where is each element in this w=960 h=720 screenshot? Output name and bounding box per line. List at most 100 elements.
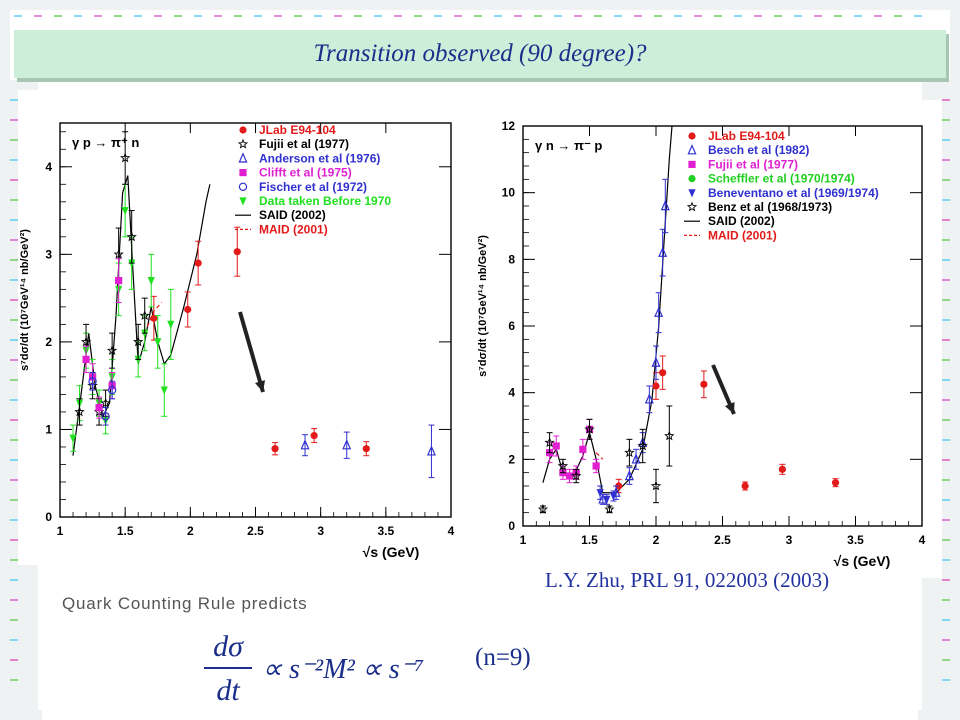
plot-frame [59, 122, 452, 518]
data-point [544, 437, 555, 448]
left-transition-arrow-shaft [238, 311, 265, 393]
data-point [100, 397, 111, 408]
data-point [233, 248, 241, 256]
curve-said-2002- [72, 175, 211, 456]
data-point [579, 445, 587, 453]
series-anderson-et-al-1976- [300, 424, 436, 479]
x-tick-label: 3 [317, 524, 324, 538]
x-tick-label: 1 [520, 533, 527, 547]
slide-title: Transition observed (90 degree)? [313, 40, 647, 67]
data-point [660, 199, 670, 211]
data-point [150, 314, 158, 322]
data-point [95, 403, 103, 412]
data-point [426, 445, 436, 456]
x-tick-label: 3.5 [377, 524, 394, 538]
data-point [688, 175, 696, 183]
data-point [637, 440, 648, 451]
reaction-label: γ n → π⁻ p [535, 138, 602, 153]
data-point [552, 442, 560, 450]
data-point [650, 480, 662, 491]
x-tick-label: 4 [448, 524, 455, 538]
data-point [624, 447, 635, 458]
data-point [624, 469, 634, 481]
left-transition-arrow-head [254, 380, 266, 392]
data-point [88, 377, 97, 386]
x-tick-label: 3.5 [847, 533, 864, 547]
x-axis-label: √s (GeV) [834, 553, 891, 569]
quark-counting-label: Quark Counting Rule predicts [62, 594, 308, 613]
data-point [611, 486, 621, 497]
legend-label: Fujii et al (1977) [708, 157, 798, 171]
x-tick-label: 1.5 [581, 533, 598, 547]
formula-numerator: dσ [213, 630, 244, 663]
data-point [300, 439, 310, 450]
x-tick-label: 2.5 [247, 524, 264, 538]
data-point [119, 152, 131, 163]
data-point [688, 132, 696, 140]
legend-label: JLab E94-104 [259, 123, 336, 137]
data-point [557, 460, 569, 471]
legend-label: Anderson et al (1976) [259, 151, 380, 165]
legend-label: Fischer et al (1972) [259, 180, 367, 194]
y-tick-label: 0 [508, 519, 515, 533]
n-value: (n=9) [475, 644, 531, 671]
y-tick-label: 0 [45, 510, 52, 524]
series-data-taken-before-1970 [69, 183, 175, 452]
series-jlab-e94-104 [615, 355, 840, 494]
data-point [659, 369, 667, 377]
x-tick-label: 2 [187, 524, 194, 538]
formula-denominator: dt [216, 674, 240, 707]
y-tick-label: 2 [508, 452, 515, 466]
data-point [604, 503, 615, 514]
x-tick-label: 4 [919, 533, 926, 547]
x-tick-label: 1.5 [117, 524, 134, 538]
y-tick-label: 8 [508, 252, 515, 266]
formula: dσ dt ∝ s⁻²M² ∝ s⁻⁷ [204, 630, 424, 707]
border-strip [0, 0, 960, 10]
data-point [69, 434, 77, 443]
data-point [584, 423, 595, 434]
x-tick-label: 2 [653, 533, 660, 547]
legend-label: MAID (2001) [259, 222, 328, 236]
data-point [154, 338, 162, 347]
y-axis-label: s⁷dσ/dt (10⁷GeV¹⁴ nb/GeV²) [477, 235, 489, 377]
y-axis-label: s⁷dσ/dt (10⁷GeV¹⁴ nb/GeV²) [19, 229, 31, 371]
right-chart-panel: 1 1.5 2 2.5 3 3.5 4 0 2 4 6 8 10 12 √s (GeV) s⁷dσ/dt (1… [472, 100, 942, 578]
data-point [271, 445, 279, 453]
formula-rhs: ∝ s⁻²M² ∝ s⁻⁷ [262, 654, 424, 685]
data-point [194, 259, 202, 267]
data-point [664, 430, 675, 441]
data-point [113, 248, 124, 259]
data-point [831, 479, 840, 487]
data-point [362, 445, 370, 453]
data-point [592, 462, 600, 470]
data-point [82, 355, 90, 363]
y-tick-label: 4 [45, 160, 52, 174]
data-point [132, 336, 144, 347]
data-point [687, 144, 697, 155]
y-tick-label: 4 [508, 386, 515, 400]
y-tick-label: 3 [45, 247, 52, 261]
legend-label: Besch et al (1982) [708, 143, 809, 157]
data-point [644, 393, 654, 404]
data-point [128, 259, 136, 268]
data-point [184, 305, 192, 314]
legend-label: Data taken Before 1970 [259, 194, 391, 208]
data-point [686, 201, 698, 212]
data-point [565, 472, 574, 480]
reaction-label: γ p → π⁺ n [72, 135, 139, 150]
legend-label: SAID (2002) [708, 214, 775, 228]
data-point [700, 380, 708, 388]
legend-label: Clifft et al (1975) [259, 166, 352, 180]
title-bar: Transition observed (90 degree)? [14, 30, 946, 78]
data-point [237, 138, 249, 149]
data-point [778, 465, 786, 473]
y-tick-label: 12 [502, 119, 516, 133]
data-point [603, 495, 611, 504]
x-tick-label: 1 [57, 524, 64, 538]
data-point [688, 189, 696, 198]
data-point [126, 231, 137, 242]
legend-label: Scheffler et al (1970/1974) [708, 172, 855, 186]
